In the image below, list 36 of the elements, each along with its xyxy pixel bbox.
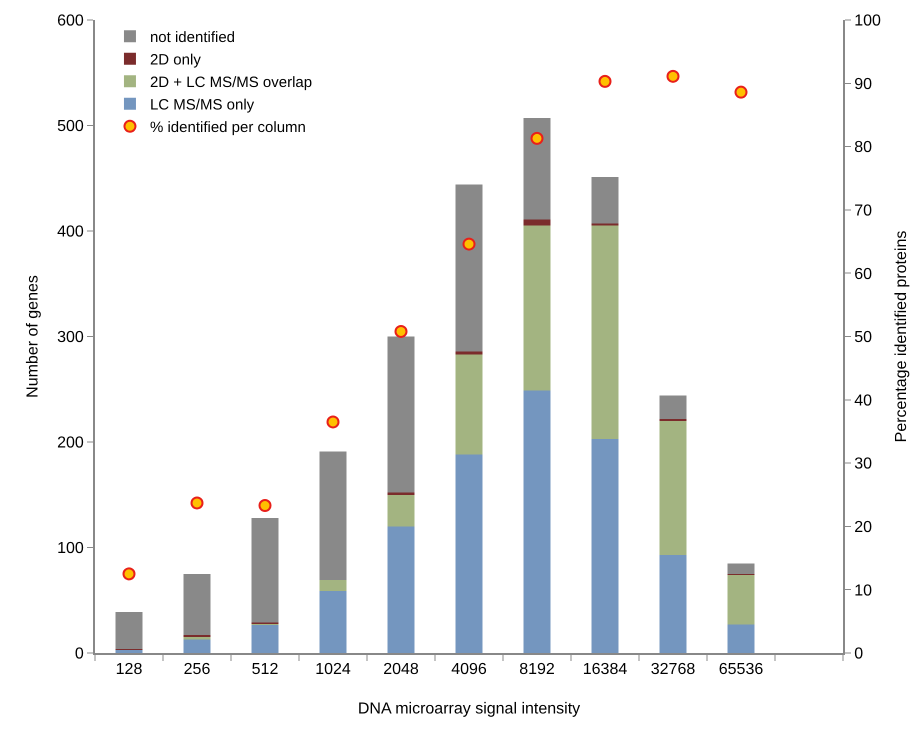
- x-tick-label: 65536: [718, 661, 764, 678]
- legend-label: 2D + LC MS/MS overlap: [150, 74, 312, 92]
- y-axis-title: Number of genes: [24, 275, 42, 398]
- y-tick-label: 0: [74, 646, 84, 663]
- y2-tick-label: 50: [854, 329, 872, 346]
- x-tick-label: 512: [252, 661, 278, 678]
- y2-tick-label: 60: [854, 266, 872, 283]
- y-tick-label: 200: [57, 434, 84, 452]
- y2-tick-label: 10: [854, 582, 872, 600]
- y2-tick-label: 30: [854, 456, 872, 473]
- y-tick-label: 500: [57, 118, 84, 136]
- x-tick-label: 8192: [519, 661, 555, 678]
- y-tick-label: 300: [57, 329, 84, 346]
- x-tick-label: 128: [116, 661, 142, 678]
- y-tick-label: 400: [57, 224, 84, 241]
- x-tick-label: 4096: [451, 661, 487, 678]
- x-tick-label: 16384: [582, 661, 628, 678]
- x-tick-label: 256: [184, 661, 210, 678]
- legend-label: not identified: [150, 29, 236, 46]
- x-tick-label: 2048: [383, 661, 419, 678]
- x-tick-label: 1024: [315, 661, 351, 678]
- x-axis-title: DNA microarray signal intensity: [358, 700, 580, 718]
- y2-tick-label: 100: [854, 12, 881, 30]
- y2-tick-label: 40: [854, 392, 872, 410]
- y2-tick-label: 0: [854, 646, 864, 663]
- y2-tick-label: 90: [854, 76, 872, 93]
- y-tick-label: 100: [57, 540, 84, 558]
- y2-tick-label: 70: [854, 202, 872, 220]
- y-tick-label: 600: [57, 12, 84, 30]
- y2-axis-title: Percentage identified proteins: [893, 230, 910, 442]
- legend-label: % identified per column: [150, 119, 306, 136]
- y2-tick-label: 80: [854, 139, 872, 156]
- legend-label: LC MS/MS only: [150, 96, 255, 114]
- legend-label: 2D only: [150, 52, 202, 69]
- x-tick-label: 32768: [650, 661, 696, 678]
- y2-tick-label: 20: [854, 519, 872, 536]
